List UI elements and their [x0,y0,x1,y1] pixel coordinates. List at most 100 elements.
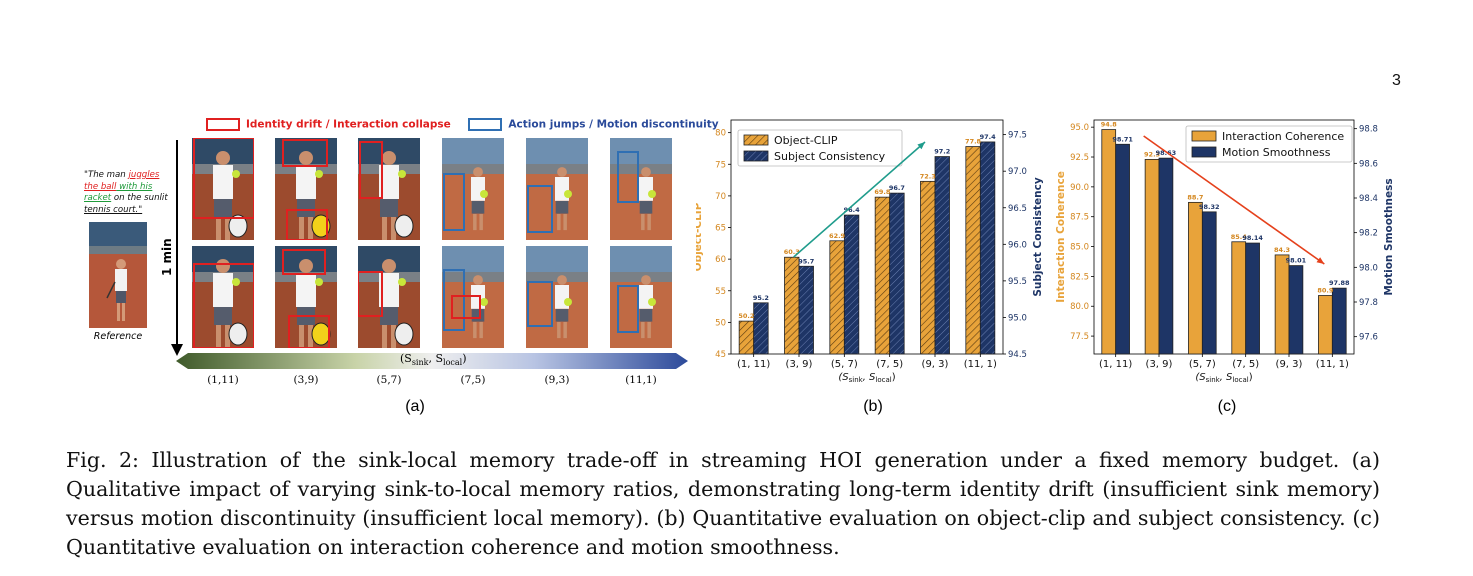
bar-object-clip [784,256,800,355]
data-label: 69.8 [874,188,891,196]
left-tick-label: 45 [715,350,726,360]
bar-subject-consistency [753,302,769,355]
blue-highlight-box [617,285,639,333]
data-label: 94.8 [1101,121,1118,129]
data-label: 97.88 [1329,279,1350,287]
panel-a-legend: Identity drift / Interaction collapse Ac… [206,118,719,131]
right-tick-label: 97.6 [1359,333,1378,343]
frame-thumbnail [526,246,588,348]
panel-a-tick-label: (11,1) [625,374,657,386]
category-tick-label: (9, 3) [1276,359,1303,370]
left-tick-label: 80 [715,129,726,139]
left-tick-label: 87.5 [1070,213,1089,223]
bar-object-clip [829,240,845,355]
text-prompt: "The man juggles the ball with his racke… [84,170,168,215]
data-label: 62.9 [829,232,846,240]
bar-subject-consistency [889,192,905,355]
right-tick-label: 96.5 [1008,204,1027,214]
frame-thumbnail [358,138,420,240]
data-label: 96.4 [844,206,861,214]
legend-label: Interaction Coherence [1222,130,1344,143]
data-label: 97.4 [980,133,997,141]
reference-label: Reference [93,331,143,342]
left-tick-label: 90.0 [1070,183,1089,193]
left-tick-label: 55 [715,287,726,297]
frame-thumbnail [275,246,337,348]
data-label: 98.71 [1112,135,1133,143]
category-tick-label: (5, 7) [831,359,858,370]
legend-label: Object-CLIP [774,134,838,147]
frame-thumbnail [526,138,588,240]
right-tick-label: 97.0 [1008,167,1027,177]
red-highlight-box [193,263,254,348]
red-highlight-box [451,295,481,319]
data-label: 95.7 [798,257,814,265]
bar-motion-smoothness [1201,211,1217,355]
blue-highlight-box [527,281,553,327]
bar-subject-consistency [934,156,950,355]
bar-subject-consistency [843,214,860,355]
blue-box-swatch [468,118,503,131]
legend-swatch [1191,146,1217,158]
time-arrow [171,140,183,356]
right-tick-label: 98.6 [1359,159,1378,169]
ratio-gradient-arrow [176,353,688,369]
panel-a-tick-label: (1,11) [207,374,239,386]
bar-motion-smoothness [1245,242,1260,355]
blue-highlight-box [527,185,553,233]
left-tick-label: 92.5 [1070,153,1089,163]
panel-a-sublabel: (a) [405,398,425,415]
legend-swatch [743,150,769,162]
red-highlight-box [359,141,383,199]
category-tick-label: (3, 9) [786,359,813,370]
plot-frame [730,119,1004,355]
left-axis-label: Object-CLIP [696,202,704,271]
bar-interaction-coherence [1274,254,1290,355]
x-axis-label: (Ssink, Slocal) [1195,372,1252,384]
data-label: 85.4 [1231,233,1248,241]
right-tick-label: 98.0 [1359,263,1378,273]
data-label: 95.2 [753,294,769,302]
data-label: 96.7 [889,184,905,192]
panel-a-axis-label: (Ssink, Slocal) [400,352,467,368]
bar-interaction-coherence [1231,241,1247,355]
bar-motion-smoothness [1288,265,1304,355]
legend-label: Subject Consistency [774,150,886,163]
left-tick-label: 82.5 [1070,272,1089,282]
category-tick-label: (7, 5) [876,359,903,370]
data-label: 80.9 [1317,287,1334,295]
bar-motion-smoothness [1115,143,1130,355]
panel-b-sublabel: (b) [863,398,883,415]
left-tick-label: 95.0 [1070,123,1089,133]
page-number: 3 [1392,72,1401,89]
bar-interaction-coherence [1188,201,1203,355]
data-label: 84.3 [1274,246,1290,254]
left-tick-label: 50 [715,318,726,328]
legend-swatch [1191,130,1217,142]
data-label: 98.63 [1156,149,1177,157]
bar-motion-smoothness [1331,287,1347,355]
blue-highlight-box [443,173,465,231]
bar-object-clip [874,196,891,355]
left-tick-label: 77.5 [1070,332,1089,342]
time-label: 1 min [160,238,174,276]
red-highlight-box [282,249,326,275]
trend-arrow [793,141,926,258]
frame-thumbnail [192,246,254,348]
frame-thumbnail [442,246,504,348]
chart-b: 45 50 55 60 65 70 75 80 94.5 95.0 95.5 96.0 96.5 97.0… [696,119,1044,384]
legend-label: Motion Smoothness [1222,146,1331,159]
bar-subject-consistency [798,265,814,355]
right-tick-label: 95.0 [1008,313,1027,323]
right-tick-label: 98.4 [1359,194,1378,204]
trend-arrowhead [917,142,925,150]
frame-thumbnail [610,246,672,348]
category-tick-label: (7, 5) [1232,359,1259,370]
x-axis-label: (Ssink, Slocal) [838,372,895,384]
plot-frame [1093,119,1355,355]
reference-image [89,222,147,328]
category-tick-label: (9, 3) [922,359,949,370]
blue-highlight-box [617,151,639,203]
right-tick-label: 97.8 [1359,298,1378,308]
panel-c-sublabel: (c) [1217,398,1237,415]
